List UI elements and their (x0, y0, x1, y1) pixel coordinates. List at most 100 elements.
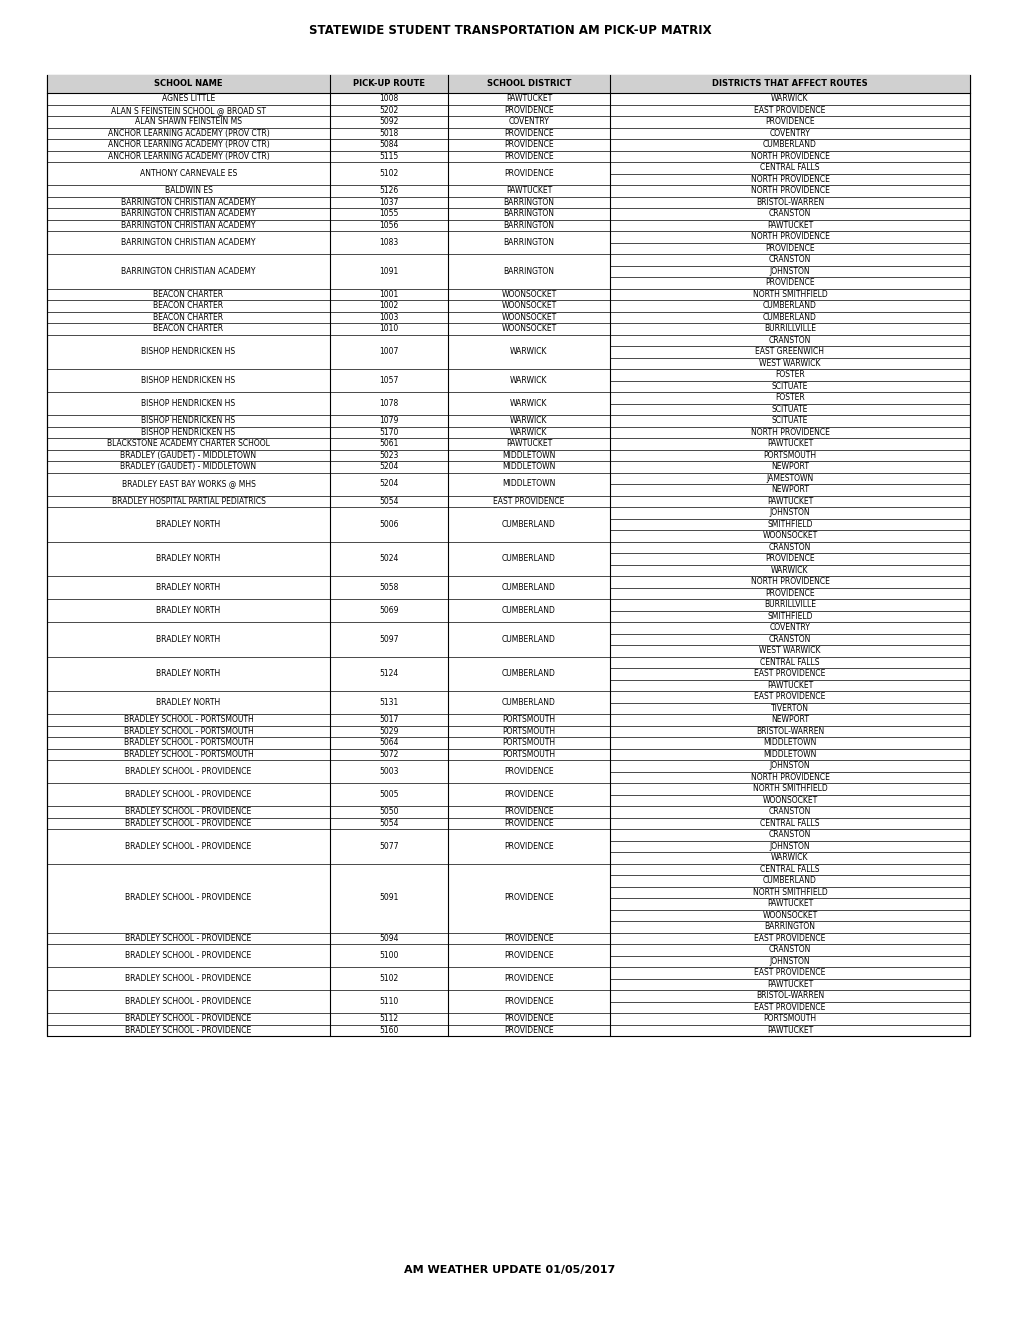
Text: 5092: 5092 (379, 117, 398, 127)
Text: TIVERTON: TIVERTON (770, 704, 808, 713)
Text: BLACKSTONE ACADEMY CHARTER SCHOOL: BLACKSTONE ACADEMY CHARTER SCHOOL (107, 440, 270, 449)
Text: 5054: 5054 (379, 496, 398, 506)
Text: CENTRAL FALLS: CENTRAL FALLS (759, 818, 819, 828)
Text: CUMBERLAND: CUMBERLAND (501, 583, 555, 591)
Text: PROVIDENCE: PROVIDENCE (764, 554, 814, 564)
Text: 5072: 5072 (379, 750, 398, 759)
Text: JAMESTOWN: JAMESTOWN (765, 474, 813, 483)
Text: NORTH PROVIDENCE: NORTH PROVIDENCE (750, 428, 828, 437)
Text: WOONSOCKET: WOONSOCKET (501, 290, 556, 298)
Text: BRADLEY SCHOOL - PROVIDENCE: BRADLEY SCHOOL - PROVIDENCE (125, 974, 252, 983)
Text: COVENTRY: COVENTRY (508, 117, 549, 127)
Text: BRADLEY (GAUDET) - MIDDLETOWN: BRADLEY (GAUDET) - MIDDLETOWN (120, 462, 257, 471)
Text: CUMBERLAND: CUMBERLAND (762, 301, 816, 310)
Text: PORTSMOUTH: PORTSMOUTH (762, 1014, 816, 1023)
Text: EAST PROVIDENCE: EAST PROVIDENCE (754, 1003, 824, 1011)
Bar (47, 75, 969, 1036)
Text: CRANSTON: CRANSTON (768, 210, 810, 218)
Text: ANCHOR LEARNING ACADEMY (PROV CTR): ANCHOR LEARNING ACADEMY (PROV CTR) (108, 129, 269, 137)
Text: SCITUATE: SCITUATE (771, 405, 807, 413)
Text: MIDDLETOWN: MIDDLETOWN (501, 462, 555, 471)
Text: WOONSOCKET: WOONSOCKET (501, 301, 556, 310)
Text: NEWPORT: NEWPORT (770, 486, 808, 494)
Text: 5091: 5091 (379, 894, 398, 903)
Text: 5110: 5110 (379, 997, 398, 1006)
Text: 5050: 5050 (379, 808, 398, 816)
Text: 1037: 1037 (379, 198, 398, 207)
Text: 5064: 5064 (379, 738, 398, 747)
Text: 5094: 5094 (379, 933, 398, 942)
Text: BARRINGTON CHRISTIAN ACADEMY: BARRINGTON CHRISTIAN ACADEMY (121, 220, 256, 230)
Text: 1057: 1057 (379, 376, 398, 385)
Text: 5024: 5024 (379, 554, 398, 564)
Text: WARWICK: WARWICK (510, 428, 547, 437)
Text: PROVIDENCE: PROVIDENCE (503, 1026, 553, 1035)
Text: CUMBERLAND: CUMBERLAND (501, 669, 555, 678)
Text: 5202: 5202 (379, 106, 398, 115)
Text: 1010: 1010 (379, 325, 398, 333)
Text: WOONSOCKET: WOONSOCKET (761, 531, 817, 540)
Text: JOHNSTON: JOHNSTON (769, 957, 809, 966)
Text: BRADLEY SCHOOL - PROVIDENCE: BRADLEY SCHOOL - PROVIDENCE (125, 1014, 252, 1023)
Text: 1083: 1083 (379, 238, 398, 247)
Text: AGNES LITTLE: AGNES LITTLE (162, 94, 215, 103)
Text: ALAN SHAWN FEINSTEIN MS: ALAN SHAWN FEINSTEIN MS (135, 117, 242, 127)
Text: CRANSTON: CRANSTON (768, 635, 810, 644)
Text: BRADLEY (GAUDET) - MIDDLETOWN: BRADLEY (GAUDET) - MIDDLETOWN (120, 450, 257, 459)
Text: COVENTRY: COVENTRY (768, 129, 810, 137)
Text: BRISTOL-WARREN: BRISTOL-WARREN (755, 727, 823, 735)
Text: BEACON CHARTER: BEACON CHARTER (153, 325, 223, 333)
Text: PROVIDENCE: PROVIDENCE (503, 950, 553, 960)
Text: SCHOOL DISTRICT: SCHOOL DISTRICT (486, 79, 571, 88)
Text: BRADLEY SCHOOL - PROVIDENCE: BRADLEY SCHOOL - PROVIDENCE (125, 818, 252, 828)
Text: PROVIDENCE: PROVIDENCE (503, 808, 553, 816)
Text: PORTSMOUTH: PORTSMOUTH (502, 715, 555, 725)
Text: 5102: 5102 (379, 169, 398, 178)
Text: PAWTUCKET: PAWTUCKET (766, 681, 812, 690)
Text: PROVIDENCE: PROVIDENCE (764, 589, 814, 598)
Text: PAWTUCKET: PAWTUCKET (766, 1026, 812, 1035)
Text: PROVIDENCE: PROVIDENCE (503, 894, 553, 903)
Text: BRISTOL-WARREN: BRISTOL-WARREN (755, 198, 823, 207)
Text: PROVIDENCE: PROVIDENCE (764, 117, 814, 127)
Text: WARWICK: WARWICK (510, 376, 547, 385)
Text: PROVIDENCE: PROVIDENCE (503, 789, 553, 799)
Text: 5124: 5124 (379, 669, 398, 678)
Text: 1079: 1079 (379, 416, 398, 425)
Text: CRANSTON: CRANSTON (768, 830, 810, 840)
Text: STATEWIDE STUDENT TRANSPORTATION AM PICK-UP MATRIX: STATEWIDE STUDENT TRANSPORTATION AM PICK… (309, 24, 710, 37)
Text: 5160: 5160 (379, 1026, 398, 1035)
Text: CUMBERLAND: CUMBERLAND (762, 876, 816, 886)
Text: BARRINGTON CHRISTIAN ACADEMY: BARRINGTON CHRISTIAN ACADEMY (121, 238, 256, 247)
Text: 5023: 5023 (379, 450, 398, 459)
Text: 1008: 1008 (379, 94, 398, 103)
Text: BRADLEY SCHOOL - PROVIDENCE: BRADLEY SCHOOL - PROVIDENCE (125, 1026, 252, 1035)
Text: BARRINGTON: BARRINGTON (503, 238, 554, 247)
Text: NORTH PROVIDENCE: NORTH PROVIDENCE (750, 232, 828, 242)
Text: BRADLEY NORTH: BRADLEY NORTH (156, 554, 220, 564)
Text: PAWTUCKET: PAWTUCKET (505, 186, 551, 195)
Text: BRADLEY HOSPITAL PARTIAL PEDIATRICS: BRADLEY HOSPITAL PARTIAL PEDIATRICS (111, 496, 265, 506)
Text: 5170: 5170 (379, 428, 398, 437)
Text: NORTH PROVIDENCE: NORTH PROVIDENCE (750, 186, 828, 195)
Text: NEWPORT: NEWPORT (770, 462, 808, 471)
Text: PROVIDENCE: PROVIDENCE (503, 842, 553, 851)
Text: WEST WARWICK: WEST WARWICK (758, 359, 820, 368)
Text: EAST PROVIDENCE: EAST PROVIDENCE (493, 496, 565, 506)
Text: PROVIDENCE: PROVIDENCE (503, 152, 553, 161)
Text: PROVIDENCE: PROVIDENCE (503, 140, 553, 149)
Text: FOSTER: FOSTER (774, 393, 804, 403)
Text: CRANSTON: CRANSTON (768, 335, 810, 345)
Text: NORTH SMITHFIELD: NORTH SMITHFIELD (752, 290, 826, 298)
Text: BARRINGTON: BARRINGTON (503, 220, 554, 230)
Text: BRADLEY NORTH: BRADLEY NORTH (156, 698, 220, 708)
Text: 5029: 5029 (379, 727, 398, 735)
Text: 5100: 5100 (379, 950, 398, 960)
Text: CUMBERLAND: CUMBERLAND (501, 606, 555, 615)
Text: NORTH PROVIDENCE: NORTH PROVIDENCE (750, 152, 828, 161)
Text: PROVIDENCE: PROVIDENCE (503, 818, 553, 828)
Text: WOONSOCKET: WOONSOCKET (761, 796, 817, 805)
Text: PAWTUCKET: PAWTUCKET (766, 440, 812, 449)
Text: BRADLEY NORTH: BRADLEY NORTH (156, 583, 220, 591)
Text: PROVIDENCE: PROVIDENCE (503, 933, 553, 942)
